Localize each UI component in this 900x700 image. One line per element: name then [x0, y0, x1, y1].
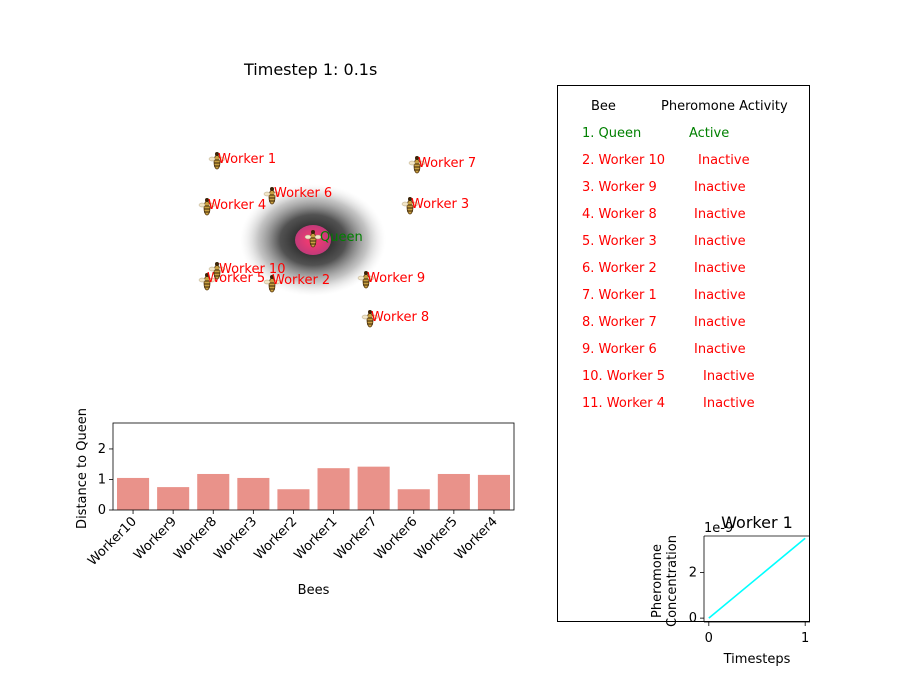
table-row-status: Inactive [703, 369, 755, 384]
table-row-status: Inactive [694, 234, 746, 249]
bee-label-worker-6: Worker 6 [274, 186, 332, 201]
x-tick-label: Worker4 [452, 514, 501, 563]
x-tick-label: Worker10 [85, 514, 140, 569]
x-tick-label: Worker8 [171, 514, 220, 563]
y-tick-label: 0 [98, 503, 106, 518]
bee-label-worker-10: Worker 10 [219, 262, 285, 277]
line-x-axis-label: Timesteps [723, 652, 791, 667]
bar-worker6 [397, 489, 430, 510]
x-tick-label: Worker5 [412, 514, 461, 563]
y-tick-label: 2 [689, 565, 697, 580]
table-row-status: Inactive [698, 153, 750, 168]
bee-queen: Queen [304, 229, 363, 248]
x-tick-label: Worker3 [211, 514, 260, 563]
y-offset-label: 1e-9 [704, 521, 733, 536]
x-tick-label: Worker9 [131, 514, 180, 563]
distance-bar-chart: Worker10Worker9Worker8Worker3Worker2Work… [75, 408, 515, 598]
bar-worker7 [357, 466, 390, 510]
table-header-activity: Pheromone Activity [661, 99, 788, 114]
table-row-bee: 4. Worker 8 [582, 207, 657, 222]
bar-worker9 [157, 487, 190, 510]
table-row-status: Inactive [694, 180, 746, 195]
table-row-status: Inactive [703, 396, 755, 411]
bee-label-worker-4: Worker 4 [208, 198, 266, 213]
table-row-status: Inactive [694, 207, 746, 222]
bar-x-axis-label: Bees [298, 583, 330, 598]
y-tick-label: 2 [98, 442, 106, 457]
line-chart-title: Worker 1 [721, 513, 793, 532]
table-row-bee: 1. Queen [582, 126, 642, 141]
bee-worker-9: Worker 9 [357, 270, 425, 289]
table-row-bee: 8. Worker 7 [582, 315, 657, 330]
bee-label-worker-2: Worker 2 [272, 273, 330, 288]
bee-label-worker-9: Worker 9 [367, 271, 425, 286]
x-tick-label: Worker2 [251, 514, 300, 563]
bee-worker-8: Worker 8 [361, 309, 429, 328]
x-tick-label: Worker7 [332, 514, 381, 563]
table-row-status: Inactive [694, 315, 746, 330]
bar-worker3 [237, 477, 270, 510]
table-row-bee: 11. Worker 4 [582, 396, 666, 411]
bar-worker10 [117, 477, 150, 510]
table-row-bee: 5. Worker 3 [582, 234, 657, 249]
bee-worker-10: Worker 10 [208, 261, 285, 280]
bar-worker4 [477, 474, 510, 510]
bee-label-worker-7: Worker 7 [418, 156, 476, 171]
bee-label-worker-3: Worker 3 [411, 197, 469, 212]
bee-label-worker-1: Worker 1 [218, 152, 276, 167]
bar-worker5 [437, 473, 470, 510]
table-row-status: Inactive [694, 261, 746, 276]
bee-worker-2: Worker 2 [263, 273, 330, 293]
line-y-axis-label: PheromoneConcentration [650, 535, 680, 627]
bee-worker-5: Worker 5 [198, 271, 265, 291]
pheromone-activity-panel [557, 85, 810, 622]
table-row-bee: 9. Worker 6 [582, 342, 657, 357]
x-tick-label: Worker1 [292, 514, 341, 563]
table-row-bee: 6. Worker 2 [582, 261, 657, 276]
x-tick-label: Worker6 [372, 514, 421, 563]
table-row-bee: 2. Worker 10 [582, 153, 666, 168]
pheromone-line [708, 537, 806, 619]
bee-worker-6: Worker 6 [263, 186, 332, 205]
table-row-status: Inactive [694, 288, 746, 303]
table-row-bee: 7. Worker 1 [582, 288, 657, 303]
y-tick-label: 1 [98, 472, 106, 487]
bar-y-axis-label: Distance to Queen [75, 408, 90, 529]
bee-worker-4: Worker 4 [198, 197, 266, 216]
bee-label-worker-5: Worker 5 [207, 271, 265, 286]
bee-worker-3: Worker 3 [401, 196, 469, 215]
bar-chart-frame [112, 422, 515, 511]
bee-worker-7: Worker 7 [408, 155, 476, 174]
table-row-status: Inactive [694, 342, 746, 357]
bar-worker2 [277, 489, 310, 510]
y-tick-label: 0 [689, 611, 697, 626]
x-tick-label: 0 [705, 631, 713, 646]
bee-label-queen: Queen [320, 230, 363, 245]
bar-worker1 [317, 468, 350, 510]
table-row-bee: 3. Worker 9 [582, 180, 657, 195]
bee-label-worker-8: Worker 8 [371, 310, 429, 325]
table-header-bee: Bee [591, 99, 616, 114]
simulation-title: Timestep 1: 0.1s [244, 60, 378, 79]
bee-worker-1: Worker 1 [208, 151, 276, 170]
table-row-status: Active [689, 126, 730, 141]
table-row-bee: 10. Worker 5 [582, 369, 666, 384]
x-tick-label: 1 [801, 631, 809, 646]
bar-worker8 [197, 473, 230, 510]
